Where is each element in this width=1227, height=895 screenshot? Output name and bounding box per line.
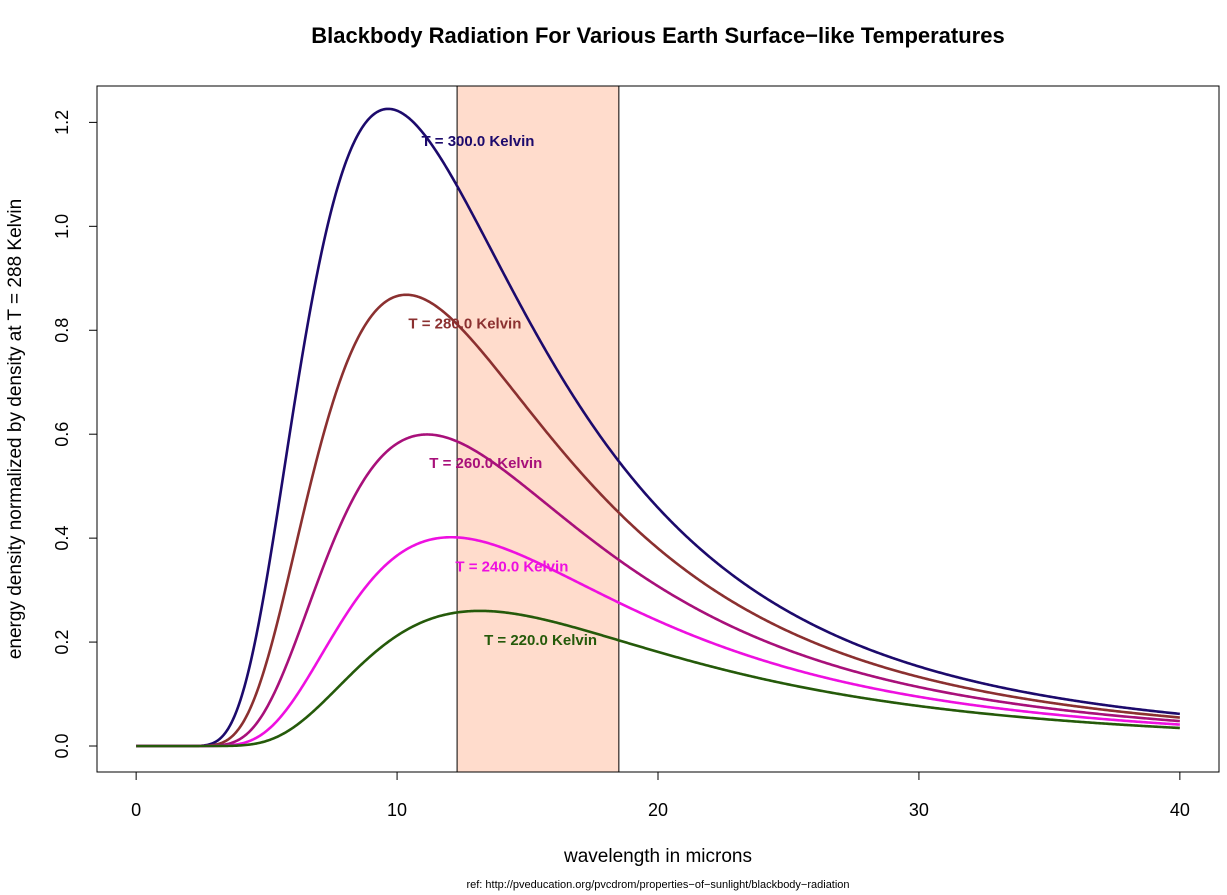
absorption-band	[456, 85, 620, 773]
y-tick-label: 0.4	[52, 526, 72, 551]
y-tick-label: 0.2	[52, 630, 72, 655]
x-axis-label: wavelength in microns	[563, 846, 752, 867]
y-tick-label: 1.0	[52, 214, 72, 239]
y-tick-label: 0.0	[52, 733, 72, 758]
x-tick-label: 30	[909, 800, 929, 820]
x-tick-label: 40	[1170, 800, 1190, 820]
y-axis: 0.0 0.2 0.4 0.6 0.8 1.0 1.2	[52, 110, 98, 759]
curve-label-240k: T = 240.0 Kelvin	[455, 559, 568, 576]
curve-260k	[136, 433, 1180, 748]
y-tick-label: 0.8	[52, 318, 72, 343]
x-tick-label: 10	[387, 800, 407, 820]
shaded-band-layer	[456, 85, 620, 773]
curve-label-300k: T = 300.0 Kelvin	[421, 133, 534, 150]
curve-layer	[136, 107, 1180, 748]
x-axis: 0 10 20 30 40	[131, 771, 1190, 820]
y-axis-label: energy density normalized by density at …	[5, 199, 26, 659]
chart-title: Blackbody Radiation For Various Earth Su…	[311, 23, 1004, 48]
curve-label-220k: T = 220.0 Kelvin	[484, 632, 597, 649]
curve-label-layer: T = 300.0 Kelvin T = 280.0 Kelvin T = 260.…	[408, 133, 597, 649]
reference-footnote: ref: http://pveducation.org/pvcdrom/prop…	[466, 879, 849, 891]
curve-label-260k: T = 260.0 Kelvin	[429, 455, 542, 472]
curve-label-280k: T = 280.0 Kelvin	[408, 316, 521, 333]
curve-300k	[136, 107, 1180, 748]
y-tick-label: 1.2	[52, 110, 72, 135]
curve-280k	[136, 293, 1180, 748]
y-tick-label: 0.6	[52, 422, 72, 447]
curve-220k	[136, 609, 1180, 748]
x-tick-label: 0	[131, 800, 141, 820]
curve-240k	[136, 535, 1180, 748]
x-tick-label: 20	[648, 800, 668, 820]
